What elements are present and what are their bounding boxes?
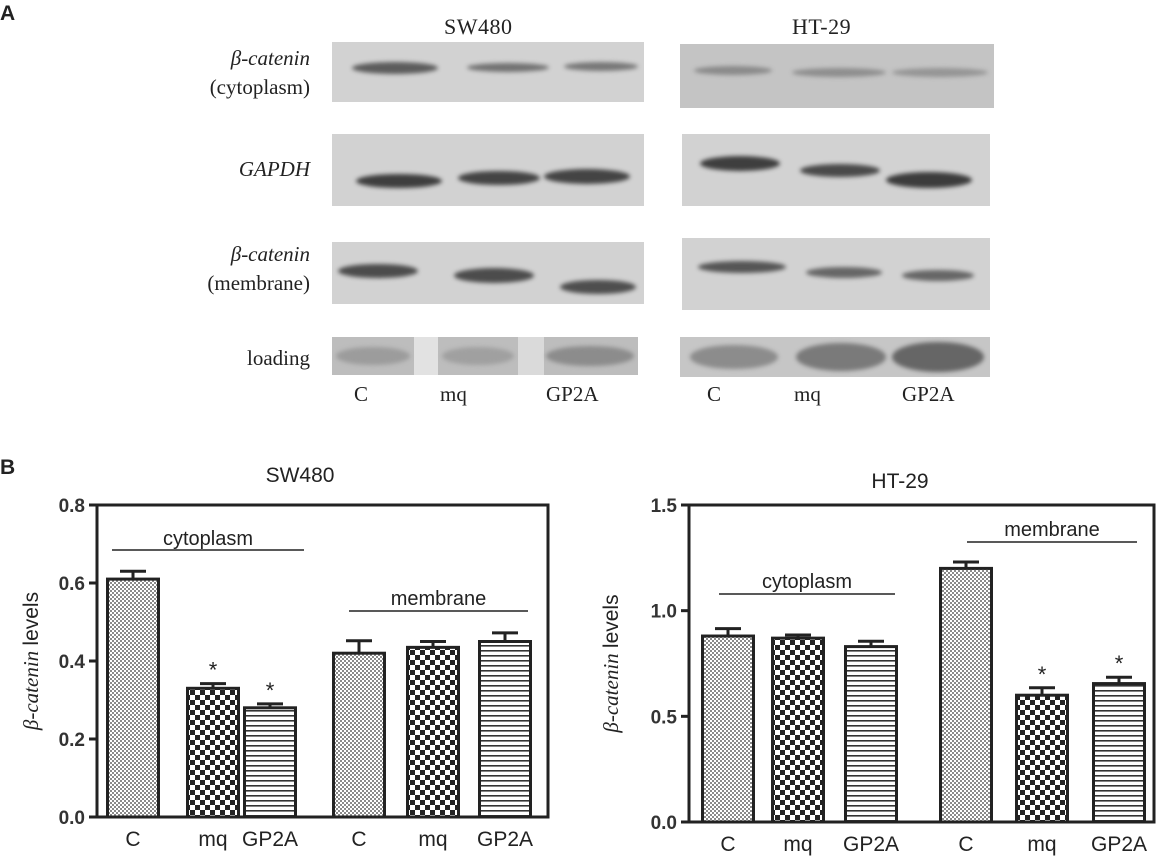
band (892, 68, 988, 77)
blot-title-ht29: HT-29 (792, 14, 852, 39)
lane-label-ht29-mq: mq (794, 382, 821, 406)
chart2-bar (701, 634, 755, 824)
chart1-bar (478, 640, 532, 819)
chart1-significance-marker: * (209, 658, 218, 683)
row-label-gapdh: GAPDH (238, 157, 310, 181)
row-label-membrane: β-catenin (membrane) (150, 240, 310, 298)
band (886, 172, 972, 188)
panel-a-letter: A (0, 2, 16, 25)
band (792, 68, 886, 77)
blot-sw480-loading (332, 337, 638, 375)
band (338, 264, 418, 278)
chart1-x-tick-label: GP2A (477, 828, 533, 851)
band (902, 270, 974, 281)
band (564, 62, 638, 71)
chart1-y-tick-label: 0.8 (59, 496, 85, 517)
band (454, 268, 534, 283)
blot-sw480-cytoplasm (332, 42, 644, 102)
chart1-group-label: cytoplasm (163, 528, 253, 550)
blot-title-sw480: SW480 (444, 14, 513, 39)
chart1-bar (406, 645, 460, 819)
chart1-bar (332, 651, 386, 819)
blot-ht29-loading (680, 337, 990, 377)
chart2-significance-marker: * (1115, 651, 1124, 676)
row-label-cytoplasm: β-catenin (cytoplasm) (150, 44, 310, 102)
chart1-title: SW480 (266, 464, 335, 487)
chart2-x-tick-label: C (720, 833, 735, 856)
blot-sw480-membrane (332, 242, 644, 304)
band (806, 267, 882, 278)
lane-label-sw480-mq: mq (440, 382, 467, 406)
band (800, 164, 880, 177)
chart2-y-tick-label: 1.5 (651, 496, 678, 517)
band (560, 280, 636, 294)
chart2-group-label: cytoplasm (762, 571, 852, 593)
chart1-bar (186, 686, 240, 819)
chart2-group-label: membrane (1004, 519, 1100, 541)
band (442, 347, 514, 365)
chart2-x-tick-label: mq (1027, 833, 1056, 856)
chart2-title: HT-29 (871, 470, 928, 493)
lane-label-sw480-c: C (354, 382, 369, 406)
chart1-y-axis-label: β-catenin levels (19, 592, 43, 731)
chart1-group-label: membrane (391, 588, 487, 610)
chart2-x-tick-label: GP2A (1091, 833, 1147, 856)
chart2-bar (844, 645, 898, 824)
lane-label-ht29-c: C (707, 382, 722, 406)
band (796, 343, 886, 371)
band (546, 346, 634, 366)
chart2-bar (1092, 682, 1146, 824)
blot-ht29-membrane (682, 238, 990, 310)
chart1-x-tick-label: mq (418, 828, 447, 851)
band (458, 171, 540, 185)
chart1-significance-marker: * (266, 678, 275, 703)
row-label-membrane-location: (membrane) (207, 271, 310, 295)
chart1-bar (243, 706, 297, 819)
band (467, 63, 549, 72)
band (700, 156, 780, 171)
row-label-cytoplasm-gene: β-catenin (230, 46, 310, 70)
lane-label-ht29-gp2a: GP2A (902, 382, 955, 406)
blot-sw480-gapdh (332, 134, 644, 206)
band (356, 174, 442, 188)
row-label-cytoplasm-location: (cytoplasm) (209, 75, 310, 99)
band (352, 62, 438, 74)
band (698, 261, 786, 273)
chart1-y-tick-label: 0.4 (59, 652, 86, 673)
lane-label-sw480-gp2a: GP2A (546, 382, 599, 406)
chart2-y-tick-label: 0.0 (651, 813, 677, 834)
chart2-plot-frame (687, 503, 1156, 824)
band (690, 345, 778, 369)
chart2-y-tick-label: 0.5 (651, 707, 678, 728)
chart1-bar (106, 577, 160, 819)
chart2-significance-marker: * (1038, 662, 1047, 687)
blot-ht29-gapdh (682, 134, 990, 206)
chart1-x-tick-label: mq (198, 828, 227, 851)
chart2-x-tick-label: GP2A (843, 833, 899, 856)
row-label-loading: loading (247, 346, 310, 370)
chart2-y-tick-label: 1.0 (651, 602, 677, 623)
chart1-y-tick-label: 0.2 (59, 730, 85, 751)
blot-ht29-cytoplasm (680, 44, 994, 108)
band (694, 66, 772, 75)
chart2-x-tick-label: mq (783, 833, 812, 856)
band (544, 169, 630, 184)
chart1-x-tick-label: C (125, 828, 140, 851)
panel-b-letter: B (0, 456, 16, 479)
chart2-x-tick-label: C (958, 833, 973, 856)
band (336, 347, 410, 365)
row-label-membrane-gene: β-catenin (230, 242, 310, 266)
chart2-bar (1015, 693, 1069, 824)
chart2-bar (771, 636, 825, 824)
chart1-y-tick-label: 0.0 (59, 808, 85, 829)
chart1-y-tick-label: 0.6 (59, 574, 85, 595)
chart2-y-axis-label: β-catenin levels (599, 594, 623, 733)
band (892, 342, 984, 372)
chart2-bar (939, 566, 993, 824)
chart1-x-tick-label: GP2A (242, 828, 298, 851)
chart1-x-tick-label: C (351, 828, 366, 851)
